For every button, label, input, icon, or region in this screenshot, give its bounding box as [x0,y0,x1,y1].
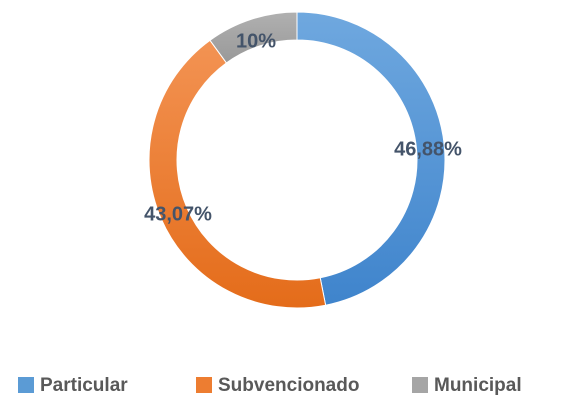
legend-swatch [18,377,34,393]
donut-segment [296,11,446,306]
data-label: 46,88% [394,138,462,160]
data-label: 10% [236,30,276,52]
legend-swatch [196,377,212,393]
donut-segment [148,39,327,309]
donut-segment [209,11,298,64]
data-label: 43,07% [144,203,212,225]
legend-label: Subvencionado [218,375,359,396]
legend-label: Municipal [434,375,522,396]
legend-swatch [412,377,428,393]
legend-label: Particular [40,375,128,396]
